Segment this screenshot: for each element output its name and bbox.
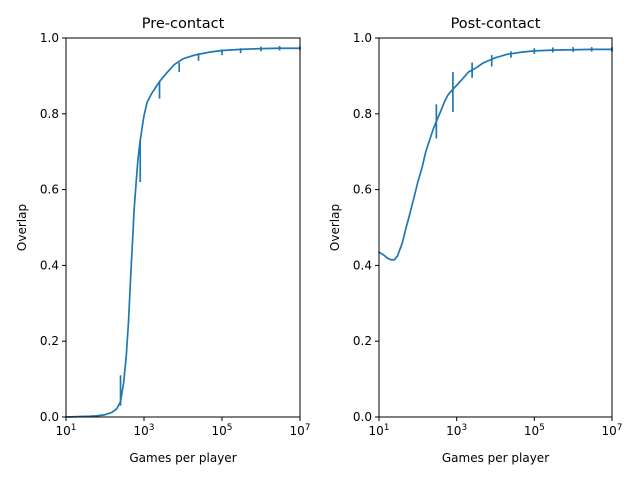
pre-contact-x-axis-label: Games per player [129, 451, 236, 465]
pre-contact-y-tick-label: 0.4 [40, 258, 59, 272]
post-contact-y-tick-label: 0.2 [353, 334, 372, 348]
pre-contact-y-tick-label: 0.2 [40, 334, 59, 348]
pre-contact-axes-frame [65, 37, 301, 418]
post-contact-y-tick-label: 1.0 [353, 31, 372, 45]
post-contact-x-axis-label: Games per player [442, 451, 549, 465]
post-contact-y-tick-label: 0.4 [353, 258, 372, 272]
post-contact-plot-area [378, 47, 613, 261]
post-contact-y-ticks: 0.0 0.2 0.4 0.6 0.8 1.0 [353, 31, 379, 424]
pre-contact-panel: 101 103 105 107 0.0 0.2 0.4 0.6 0.8 1.0 Pre-cont… [15, 16, 311, 465]
pre-contact-y-tick-label: 0.8 [40, 107, 59, 121]
pre-contact-y-axis-label: Overlap [15, 204, 29, 251]
post-contact-y-tick-label: 0.6 [353, 183, 372, 197]
post-contact-y-axis-label: Overlap [328, 204, 342, 251]
pre-contact-series-line [65, 47, 301, 418]
pre-contact-x-ticks: 101 103 105 107 [55, 417, 311, 438]
post-contact-y-tick-label: 0.0 [353, 410, 372, 424]
pre-contact-title: Pre-contact [142, 16, 225, 32]
pre-contact-y-tick-label: 0.0 [40, 410, 59, 424]
post-contact-y-tick-label: 0.8 [353, 107, 372, 121]
pre-contact-y-tick-label: 1.0 [40, 31, 59, 45]
post-contact-title: Post-contact [451, 16, 541, 32]
pre-contact-y-tick-label: 0.6 [40, 183, 59, 197]
post-contact-axes-frame [378, 37, 613, 418]
pre-contact-y-ticks: 0.0 0.2 0.4 0.6 0.8 1.0 [40, 31, 66, 424]
post-contact-series-line [378, 48, 613, 261]
